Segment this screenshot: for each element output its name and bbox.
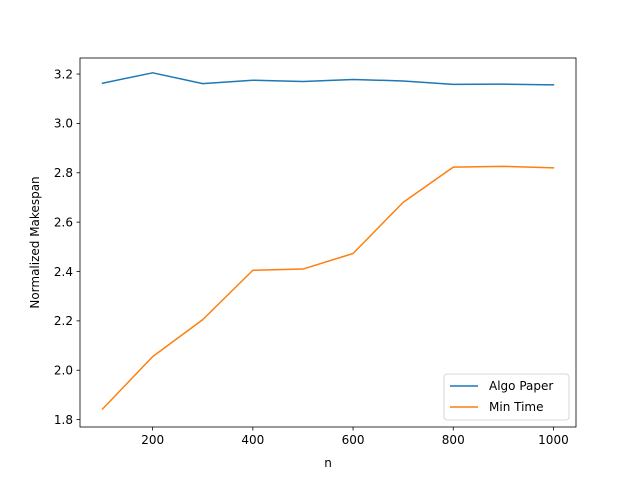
y-tick-label: 3.0 <box>54 117 73 131</box>
plot-area <box>80 58 576 427</box>
y-axis-ticks: 1.8 2.0 2.2 2.4 2.6 2.8 3.0 3.2 <box>54 67 80 427</box>
y-tick-label: 2.2 <box>54 314 73 328</box>
y-tick-label: 2.0 <box>54 364 73 378</box>
legend-label-algo-paper: Algo Paper <box>489 379 553 393</box>
series-line-algo-paper <box>101 72 555 86</box>
x-axis-ticks: 200 400 600 800 1000 <box>141 427 569 447</box>
y-tick-label: 2.8 <box>54 166 73 180</box>
x-tick-label: 400 <box>241 433 264 447</box>
y-tick-label: 2.4 <box>54 265 73 279</box>
x-tick-label: 600 <box>342 433 365 447</box>
series-line-min-time <box>101 165 555 411</box>
legend: Algo Paper Min Time <box>443 373 570 421</box>
series-layer <box>101 72 555 411</box>
y-axis-title: Normalized Makespan <box>28 176 42 308</box>
x-tick-label: 800 <box>442 433 465 447</box>
y-tick-label: 3.2 <box>54 67 73 81</box>
legend-label-min-time: Min Time <box>489 400 543 414</box>
plot-frame <box>79 57 577 428</box>
x-tick-label: 1000 <box>538 433 569 447</box>
y-tick-label: 1.8 <box>54 413 73 427</box>
y-tick-label: 2.6 <box>54 215 73 229</box>
x-tick-label: 200 <box>141 433 164 447</box>
x-axis-title: n <box>324 456 332 470</box>
